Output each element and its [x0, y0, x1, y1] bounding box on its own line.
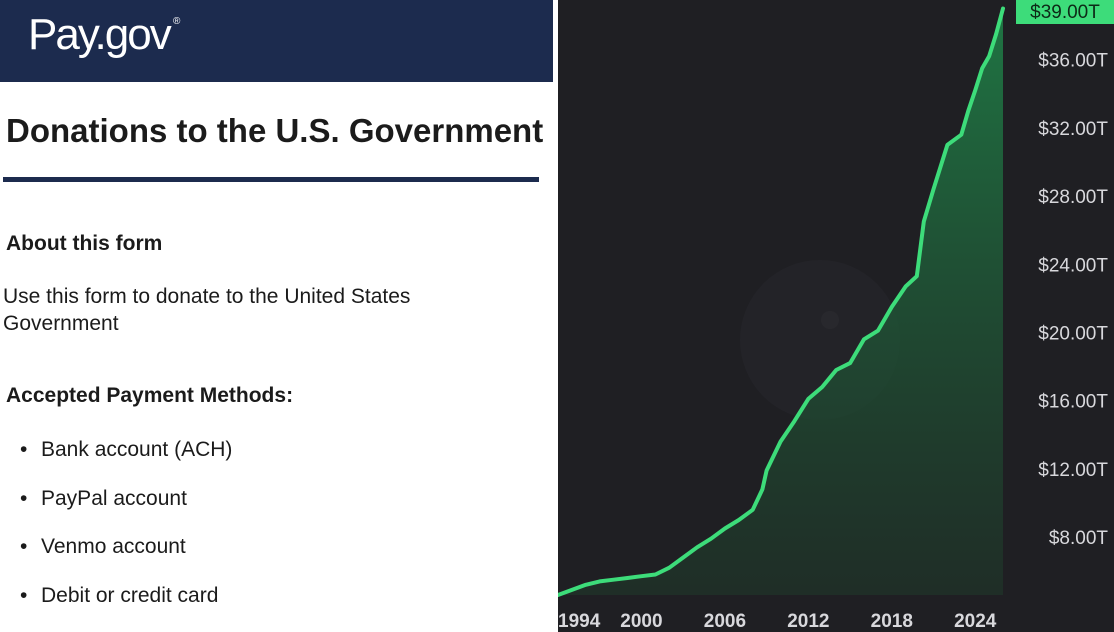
y-tick-label: $16.00T: [1038, 392, 1108, 413]
data-point: [967, 110, 970, 112]
data-point: [904, 285, 907, 288]
site-header: Pay.gov ®: [0, 0, 553, 82]
data-point: [640, 575, 643, 578]
registered-mark: ®: [173, 16, 181, 27]
data-point: [988, 55, 990, 58]
data-point: [995, 33, 997, 35]
data-point: [807, 398, 810, 400]
data-point: [849, 362, 851, 364]
debt-chart: $8.00T $12.00T $16.00T $20.00T $24.00T $28.00…: [558, 0, 1114, 632]
data-point: [922, 220, 925, 223]
data-point: [974, 89, 977, 92]
about-heading: About this form: [6, 232, 163, 255]
donation-form-panel: Pay.gov ® Donations to the U.S. Governme…: [0, 0, 553, 632]
y-tick-label: $24.00T: [1038, 255, 1108, 276]
data-point: [724, 527, 726, 530]
data-points: [558, 7, 1004, 596]
data-point: [761, 488, 764, 491]
x-axis: 1994 2000 2006 2012 2018 2024: [558, 611, 997, 632]
y-tick-label: $8.00T: [1049, 528, 1109, 549]
payment-method-label: Debit or credit card: [41, 584, 219, 607]
data-point: [612, 578, 615, 581]
data-point: [682, 556, 684, 559]
data-point: [1002, 7, 1004, 10]
data-point: [738, 519, 740, 521]
bullet-icon: •: [20, 487, 28, 510]
payment-method-label: Venmo account: [41, 535, 186, 558]
data-point: [981, 67, 983, 69]
data-point: [863, 338, 865, 341]
page-title: Donations to the U.S. Government: [6, 112, 544, 149]
panel-divider: [553, 0, 558, 632]
data-point: [877, 329, 879, 332]
data-point: [668, 566, 671, 569]
x-tick-label: 2012: [787, 611, 829, 632]
x-tick-label: 2000: [620, 611, 662, 632]
data-point: [946, 144, 949, 146]
debt-chart-panel: $8.00T $12.00T $16.00T $20.00T $24.00T $28.00…: [558, 0, 1114, 632]
data-point: [710, 537, 712, 540]
y-tick-label: $36.00T: [1038, 51, 1108, 72]
data-point: [751, 508, 754, 511]
x-tick-label: 2006: [704, 611, 746, 632]
data-point: [793, 420, 796, 422]
data-point: [835, 369, 837, 371]
data-point: [585, 583, 587, 586]
data-point: [932, 188, 935, 191]
data-point: [916, 275, 918, 277]
current-value-badge: $39.00T: [1016, 0, 1114, 24]
data-point: [598, 580, 601, 583]
x-tick-label: 2018: [871, 611, 913, 632]
x-tick-label: 1994: [558, 611, 601, 632]
data-point: [779, 440, 782, 443]
series-line: [558, 6, 1005, 597]
bullet-icon: •: [20, 584, 28, 607]
y-tick-label: $28.00T: [1038, 187, 1108, 208]
payment-methods-heading: Accepted Payment Methods:: [6, 384, 294, 407]
y-tick-label: $12.00T: [1038, 460, 1108, 481]
data-point: [626, 577, 629, 579]
current-value-label: $39.00T: [1030, 2, 1100, 23]
payment-method-label: PayPal account: [41, 487, 187, 510]
data-point: [571, 589, 573, 591]
data-point: [696, 546, 698, 549]
data-point: [654, 573, 657, 576]
y-axis: $8.00T $12.00T $16.00T $20.00T $24.00T $28.00…: [1038, 51, 1108, 549]
y-tick-label: $20.00T: [1038, 323, 1108, 344]
bullet-icon: •: [20, 535, 28, 558]
payment-method-label: Bank account (ACH): [41, 438, 233, 461]
data-point: [821, 386, 824, 388]
data-point: [890, 306, 893, 308]
title-divider: [3, 177, 539, 182]
about-text: Use this form to donate to the United St…: [3, 285, 411, 335]
data-point: [765, 469, 768, 472]
y-tick-label: $32.00T: [1038, 119, 1108, 140]
area-fill: [558, 8, 1003, 595]
data-point: [960, 133, 963, 136]
paygov-logo[interactable]: Pay.gov: [28, 10, 172, 59]
x-tick-label: 2024: [954, 611, 997, 632]
bullet-icon: •: [20, 438, 28, 461]
data-point: [558, 594, 559, 596]
current-value-badge-bg: [1016, 0, 1114, 24]
